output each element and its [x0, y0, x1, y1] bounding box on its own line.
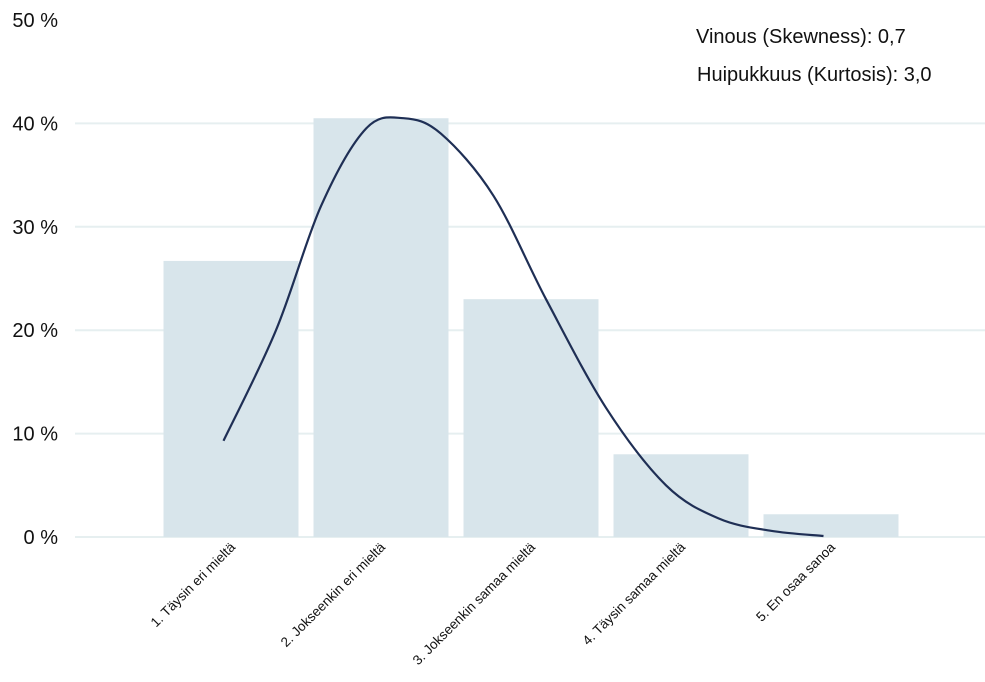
x-tick-label: 1. Täysin eri mieltä: [148, 539, 239, 630]
x-tick-label: 4. Täysin samaa mieltä: [580, 539, 689, 648]
distribution-curve: [222, 116, 824, 538]
bar: [763, 514, 899, 537]
curve-layer: [222, 116, 824, 538]
x-tick-label: 2. Jokseenkin eri mieltä: [278, 539, 389, 650]
y-tick-label: 10 %: [12, 424, 58, 446]
y-tick-label: 50 %: [12, 10, 58, 32]
y-tick-label: 30 %: [12, 217, 58, 239]
bar: [163, 260, 299, 537]
y-tick-label: 20 %: [12, 320, 58, 342]
skewness-annotation: Vinous (Skewness): 0,7: [696, 26, 906, 48]
bar: [313, 118, 449, 537]
x-axis-ticks: 1. Täysin eri mieltä 2. Jokseenkin eri mi…: [148, 539, 839, 668]
y-axis-ticks: 0 % 10 % 20 % 30 % 40 % 50 %: [12, 10, 58, 549]
y-tick-label: 40 %: [12, 113, 58, 135]
y-tick-label: 0 %: [24, 527, 59, 549]
bar: [463, 299, 599, 537]
x-tick-label: 3. Jokseenkin samaa mieltä: [410, 539, 539, 668]
kurtosis-annotation: Huipukkuus (Kurtosis): 3,0: [697, 64, 932, 86]
x-tick-label: 5. En osaa sanoa: [753, 539, 838, 624]
stats-annotations: Vinous (Skewness): 0,7 Huipukkuus (Kurto…: [696, 26, 932, 86]
bar: [613, 454, 749, 537]
bars: [163, 118, 899, 537]
